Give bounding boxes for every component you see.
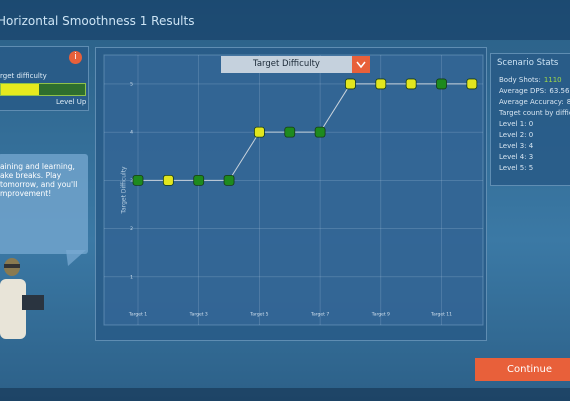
stat-line: Level 3: 4	[499, 142, 534, 150]
info-icon[interactable]: i	[69, 51, 82, 64]
y-axis-label: Target Difficulty	[121, 166, 128, 215]
plot-area	[103, 54, 484, 326]
y-tick-label: 1	[130, 274, 133, 280]
progress-fill	[1, 84, 39, 95]
point	[193, 174, 205, 186]
point	[253, 126, 265, 138]
tip-line: mprovement!	[0, 189, 52, 198]
point	[284, 126, 296, 138]
stat-label: Average DPS:	[499, 87, 547, 95]
header-bar	[0, 0, 570, 40]
point	[436, 78, 447, 90]
point	[132, 174, 144, 186]
chevron	[356, 61, 366, 69]
stat-row: Average Accuracy:84	[499, 97, 570, 108]
tip-line: tomorrow, and you'll	[0, 180, 78, 189]
point	[405, 78, 417, 90]
point	[223, 174, 235, 186]
title: Horizontal Smoothness 1 Results	[0, 14, 195, 28]
footer-bar	[0, 388, 570, 401]
dropdown-button[interactable]	[352, 56, 370, 73]
stat-value: 63.56	[549, 87, 570, 95]
stats-panel	[490, 53, 570, 186]
stats-title: Scenario Stats	[497, 58, 559, 68]
tip-text: aining and learning, ake breaks. Play tomo…	[0, 162, 77, 198]
y-tick-label: 4	[130, 130, 133, 136]
progress-bar	[0, 83, 86, 96]
y-tick-label: 5	[130, 81, 133, 87]
x-tick-label: Target 3	[189, 312, 208, 318]
stat-line: Level 1: 0	[499, 120, 534, 128]
point	[345, 78, 356, 90]
x-tick-label: Target 7	[310, 312, 329, 318]
y-tick-label: 2	[130, 226, 133, 232]
bubble-tail	[66, 250, 86, 266]
stat-line: Level 2: 0	[499, 131, 534, 139]
progress-label: rget difficulty	[0, 72, 47, 80]
tip-line: ake breaks. Play	[0, 171, 62, 180]
point	[314, 126, 326, 138]
x-tick-label: Target 9	[371, 312, 390, 318]
tip-line: aining and learning,	[0, 162, 75, 171]
stat-label: Average Accuracy:	[499, 98, 564, 106]
stat-line: Level 4: 3	[499, 153, 534, 161]
tip-bubble	[0, 154, 88, 254]
dropdown[interactable]: Target Difficulty	[221, 56, 352, 73]
point	[375, 78, 387, 90]
x-tick-label: Target 11	[430, 312, 452, 318]
stat-row: Average DPS: 63.56	[499, 86, 570, 97]
x-tick-label: Target 5	[249, 312, 268, 318]
stat-label: Body Shots:	[499, 76, 541, 84]
stat-line: Target count by diffic	[499, 109, 570, 117]
y-tick-label: 3	[130, 178, 133, 184]
stats-list: Body Shots: 1110 Average DPS: 63.56 Average …	[499, 75, 570, 174]
level-up: Level Up	[56, 98, 87, 106]
stat-line: Level 5: 5	[499, 164, 534, 172]
stat-row: Body Shots: 1110	[499, 75, 570, 86]
character	[0, 258, 44, 339]
point	[162, 174, 174, 186]
point	[466, 78, 478, 90]
stat-value: 84	[566, 98, 570, 106]
stat-value: 1110	[543, 76, 562, 84]
x-tick-label: Target 1	[128, 312, 147, 318]
continue-button[interactable]: Continue	[475, 358, 570, 381]
